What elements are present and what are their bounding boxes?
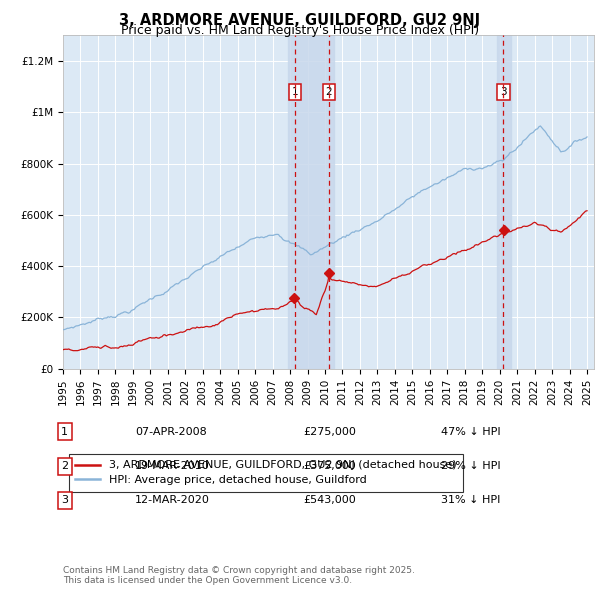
Text: 19-MAR-2010: 19-MAR-2010 <box>135 461 210 471</box>
Text: £275,000: £275,000 <box>303 427 356 437</box>
Bar <box>497 35 511 369</box>
Text: 31% ↓ HPI: 31% ↓ HPI <box>441 496 500 505</box>
Text: 47% ↓ HPI: 47% ↓ HPI <box>441 427 500 437</box>
Text: Price paid vs. HM Land Registry's House Price Index (HPI): Price paid vs. HM Land Registry's House … <box>121 24 479 37</box>
Text: 3: 3 <box>500 87 506 97</box>
Legend: 3, ARDMORE AVENUE, GUILDFORD, GU2 9NJ (detached house), HPI: Average price, deta: 3, ARDMORE AVENUE, GUILDFORD, GU2 9NJ (d… <box>68 454 463 491</box>
Text: Contains HM Land Registry data © Crown copyright and database right 2025.
This d: Contains HM Land Registry data © Crown c… <box>63 566 415 585</box>
Text: 2: 2 <box>326 87 332 97</box>
Text: £375,000: £375,000 <box>303 461 356 471</box>
Text: 29% ↓ HPI: 29% ↓ HPI <box>441 461 500 471</box>
Text: 12-MAR-2020: 12-MAR-2020 <box>135 496 210 505</box>
Text: 3: 3 <box>61 496 68 505</box>
Text: 2: 2 <box>61 461 68 471</box>
Text: 1: 1 <box>61 427 68 437</box>
Text: 3, ARDMORE AVENUE, GUILDFORD, GU2 9NJ: 3, ARDMORE AVENUE, GUILDFORD, GU2 9NJ <box>119 13 481 28</box>
Text: £543,000: £543,000 <box>303 496 356 505</box>
Text: 1: 1 <box>292 87 298 97</box>
Text: 07-APR-2008: 07-APR-2008 <box>135 427 207 437</box>
Bar <box>289 35 334 369</box>
